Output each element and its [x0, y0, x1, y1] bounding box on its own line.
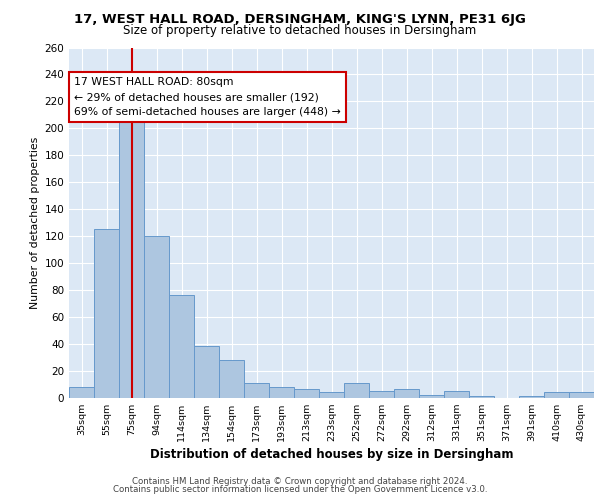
Bar [294, 390, 319, 398]
Bar [69, 386, 94, 398]
Bar [119, 88, 144, 398]
Bar [369, 391, 394, 398]
Text: Size of property relative to detached houses in Dersingham: Size of property relative to detached ho… [124, 24, 476, 37]
Bar [444, 391, 469, 398]
Bar [394, 390, 419, 398]
Bar [169, 295, 194, 398]
Bar [194, 346, 219, 398]
Bar [344, 382, 369, 398]
Bar [244, 382, 269, 398]
Bar [94, 229, 119, 398]
Bar [519, 396, 544, 398]
Bar [319, 392, 344, 398]
Text: Contains public sector information licensed under the Open Government Licence v3: Contains public sector information licen… [113, 484, 487, 494]
Bar [469, 396, 494, 398]
X-axis label: Distribution of detached houses by size in Dersingham: Distribution of detached houses by size … [150, 448, 513, 461]
Bar [144, 236, 169, 398]
Y-axis label: Number of detached properties: Number of detached properties [30, 136, 40, 308]
Bar [544, 392, 569, 398]
Bar [419, 395, 444, 398]
Bar [219, 360, 244, 398]
Text: 17, WEST HALL ROAD, DERSINGHAM, KING'S LYNN, PE31 6JG: 17, WEST HALL ROAD, DERSINGHAM, KING'S L… [74, 12, 526, 26]
Text: 17 WEST HALL ROAD: 80sqm
← 29% of detached houses are smaller (192)
69% of semi-: 17 WEST HALL ROAD: 80sqm ← 29% of detach… [74, 78, 341, 117]
Bar [269, 386, 294, 398]
Text: Contains HM Land Registry data © Crown copyright and database right 2024.: Contains HM Land Registry data © Crown c… [132, 477, 468, 486]
Bar [569, 392, 594, 398]
